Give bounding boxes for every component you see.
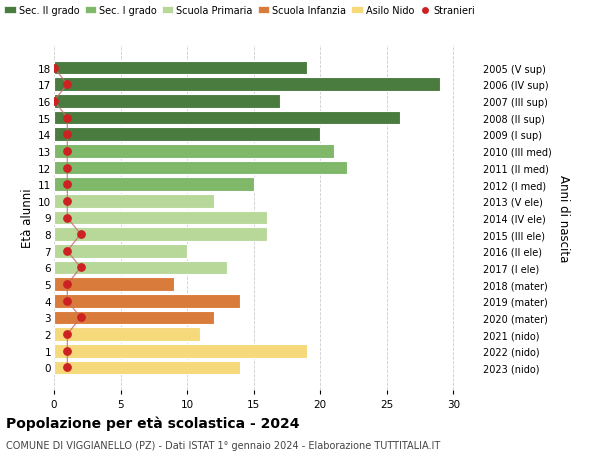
Point bbox=[62, 281, 72, 288]
Point bbox=[49, 98, 59, 105]
Bar bbox=[54, 78, 440, 92]
Bar bbox=[54, 195, 214, 208]
Text: Popolazione per età scolastica - 2024: Popolazione per età scolastica - 2024 bbox=[6, 415, 299, 430]
Bar bbox=[54, 294, 241, 308]
Point bbox=[62, 247, 72, 255]
Bar bbox=[54, 261, 227, 275]
Point bbox=[62, 198, 72, 205]
Bar bbox=[54, 328, 200, 341]
Bar bbox=[54, 311, 214, 325]
Point bbox=[49, 65, 59, 72]
Bar bbox=[54, 211, 267, 225]
Y-axis label: Età alunni: Età alunni bbox=[21, 188, 34, 248]
Bar bbox=[54, 161, 347, 175]
Bar bbox=[54, 145, 334, 158]
Point bbox=[62, 347, 72, 355]
Point bbox=[62, 331, 72, 338]
Bar bbox=[54, 228, 267, 241]
Bar bbox=[54, 112, 400, 125]
Point bbox=[62, 148, 72, 155]
Bar bbox=[54, 245, 187, 258]
Bar bbox=[54, 344, 307, 358]
Point bbox=[62, 131, 72, 139]
Point bbox=[76, 231, 85, 238]
Bar bbox=[54, 178, 254, 191]
Point bbox=[62, 115, 72, 122]
Point bbox=[62, 214, 72, 222]
Point bbox=[62, 364, 72, 371]
Bar bbox=[54, 361, 241, 375]
Point bbox=[76, 264, 85, 272]
Point bbox=[62, 81, 72, 89]
Bar bbox=[54, 95, 280, 108]
Point bbox=[76, 314, 85, 321]
Text: COMUNE DI VIGGIANELLO (PZ) - Dati ISTAT 1° gennaio 2024 - Elaborazione TUTTITALI: COMUNE DI VIGGIANELLO (PZ) - Dati ISTAT … bbox=[6, 440, 440, 450]
Legend: Sec. II grado, Sec. I grado, Scuola Primaria, Scuola Infanzia, Asilo Nido, Stran: Sec. II grado, Sec. I grado, Scuola Prim… bbox=[4, 6, 475, 16]
Point bbox=[62, 164, 72, 172]
Bar bbox=[54, 62, 307, 75]
Point bbox=[62, 181, 72, 189]
Bar bbox=[54, 128, 320, 142]
Point bbox=[62, 297, 72, 305]
Bar bbox=[54, 278, 174, 291]
Y-axis label: Anni di nascita: Anni di nascita bbox=[557, 174, 570, 262]
